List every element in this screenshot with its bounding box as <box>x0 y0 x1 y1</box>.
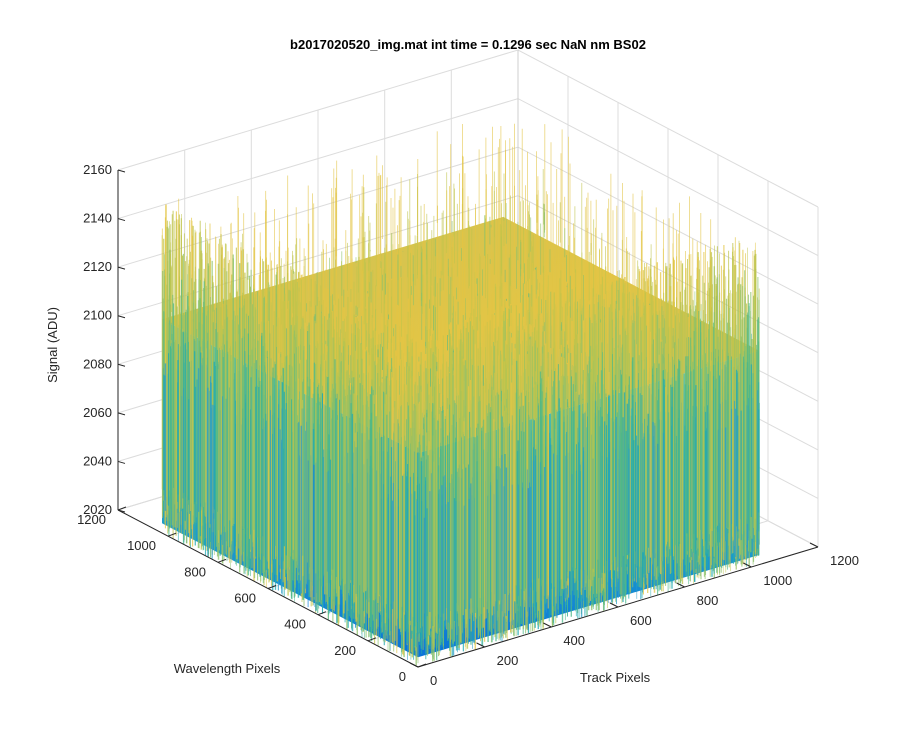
z-tick <box>117 218 126 222</box>
surface-data <box>161 123 760 666</box>
x-tick <box>543 622 552 628</box>
z-tick <box>117 169 126 173</box>
x-tick <box>676 582 685 588</box>
y-tick <box>317 611 327 616</box>
y-tick <box>367 637 377 642</box>
x-axis-label: Track Pixels <box>580 670 651 685</box>
y-tick-label: 0 <box>399 669 406 684</box>
y-tick <box>217 558 227 563</box>
z-tick-label: 2080 <box>83 356 112 371</box>
z-axis-label: Signal (ADU) <box>45 307 60 383</box>
z-tick-label: 2020 <box>83 502 112 517</box>
track-axis-ticks: 0 200 400 600 800 1000 1200 <box>409 542 859 688</box>
chart-title: b2017020520_img.mat int time = 0.1296 se… <box>290 37 646 52</box>
z-tick-label: 2160 <box>83 162 112 177</box>
x-tick <box>476 642 485 648</box>
y-tick-label: 600 <box>234 591 256 606</box>
x-tick-label: 200 <box>497 653 519 668</box>
wall-grid-line <box>117 49 819 208</box>
y-tick <box>267 585 277 589</box>
x-tick <box>809 542 819 548</box>
y-tick-label: 1000 <box>127 538 156 553</box>
y-tick-label: 400 <box>284 617 306 632</box>
z-tick-label: 2100 <box>83 308 112 323</box>
z-tick <box>117 412 126 416</box>
wavelength-axis-ticks: 0 200 400 600 800 1000 1200 <box>77 506 427 684</box>
z-tick-label: 2140 <box>83 211 112 226</box>
z-tick-label: 2040 <box>83 453 112 468</box>
y-tick-label: 1200 <box>77 512 106 527</box>
y-tick <box>117 506 127 511</box>
y-axis-label: Wavelength Pixels <box>174 661 281 676</box>
x-tick-label: 800 <box>697 593 719 608</box>
x-tick <box>409 662 419 668</box>
x-tick-label: 1200 <box>830 553 859 568</box>
x-tick-label: 400 <box>563 633 585 648</box>
y-tick-label: 800 <box>184 564 206 579</box>
z-tick <box>117 363 126 367</box>
z-tick <box>117 509 126 513</box>
x-tick-label: 600 <box>630 613 652 628</box>
z-tick-label: 2120 <box>83 259 112 274</box>
z-tick <box>117 266 126 270</box>
z-axis-ticks: 2020 2040 2060 2080 2100 2120 2140 2160 <box>83 162 126 517</box>
y-tick-label: 200 <box>334 643 356 658</box>
y-tick <box>167 532 177 537</box>
z-tick <box>117 315 126 319</box>
x-tick-label: 0 <box>430 673 437 688</box>
z-tick <box>117 460 126 464</box>
x-tick <box>743 562 752 568</box>
z-tick-label: 2060 <box>83 405 112 420</box>
x-tick-label: 1000 <box>763 573 792 588</box>
x-tick <box>609 602 619 608</box>
y-tick <box>417 663 427 668</box>
